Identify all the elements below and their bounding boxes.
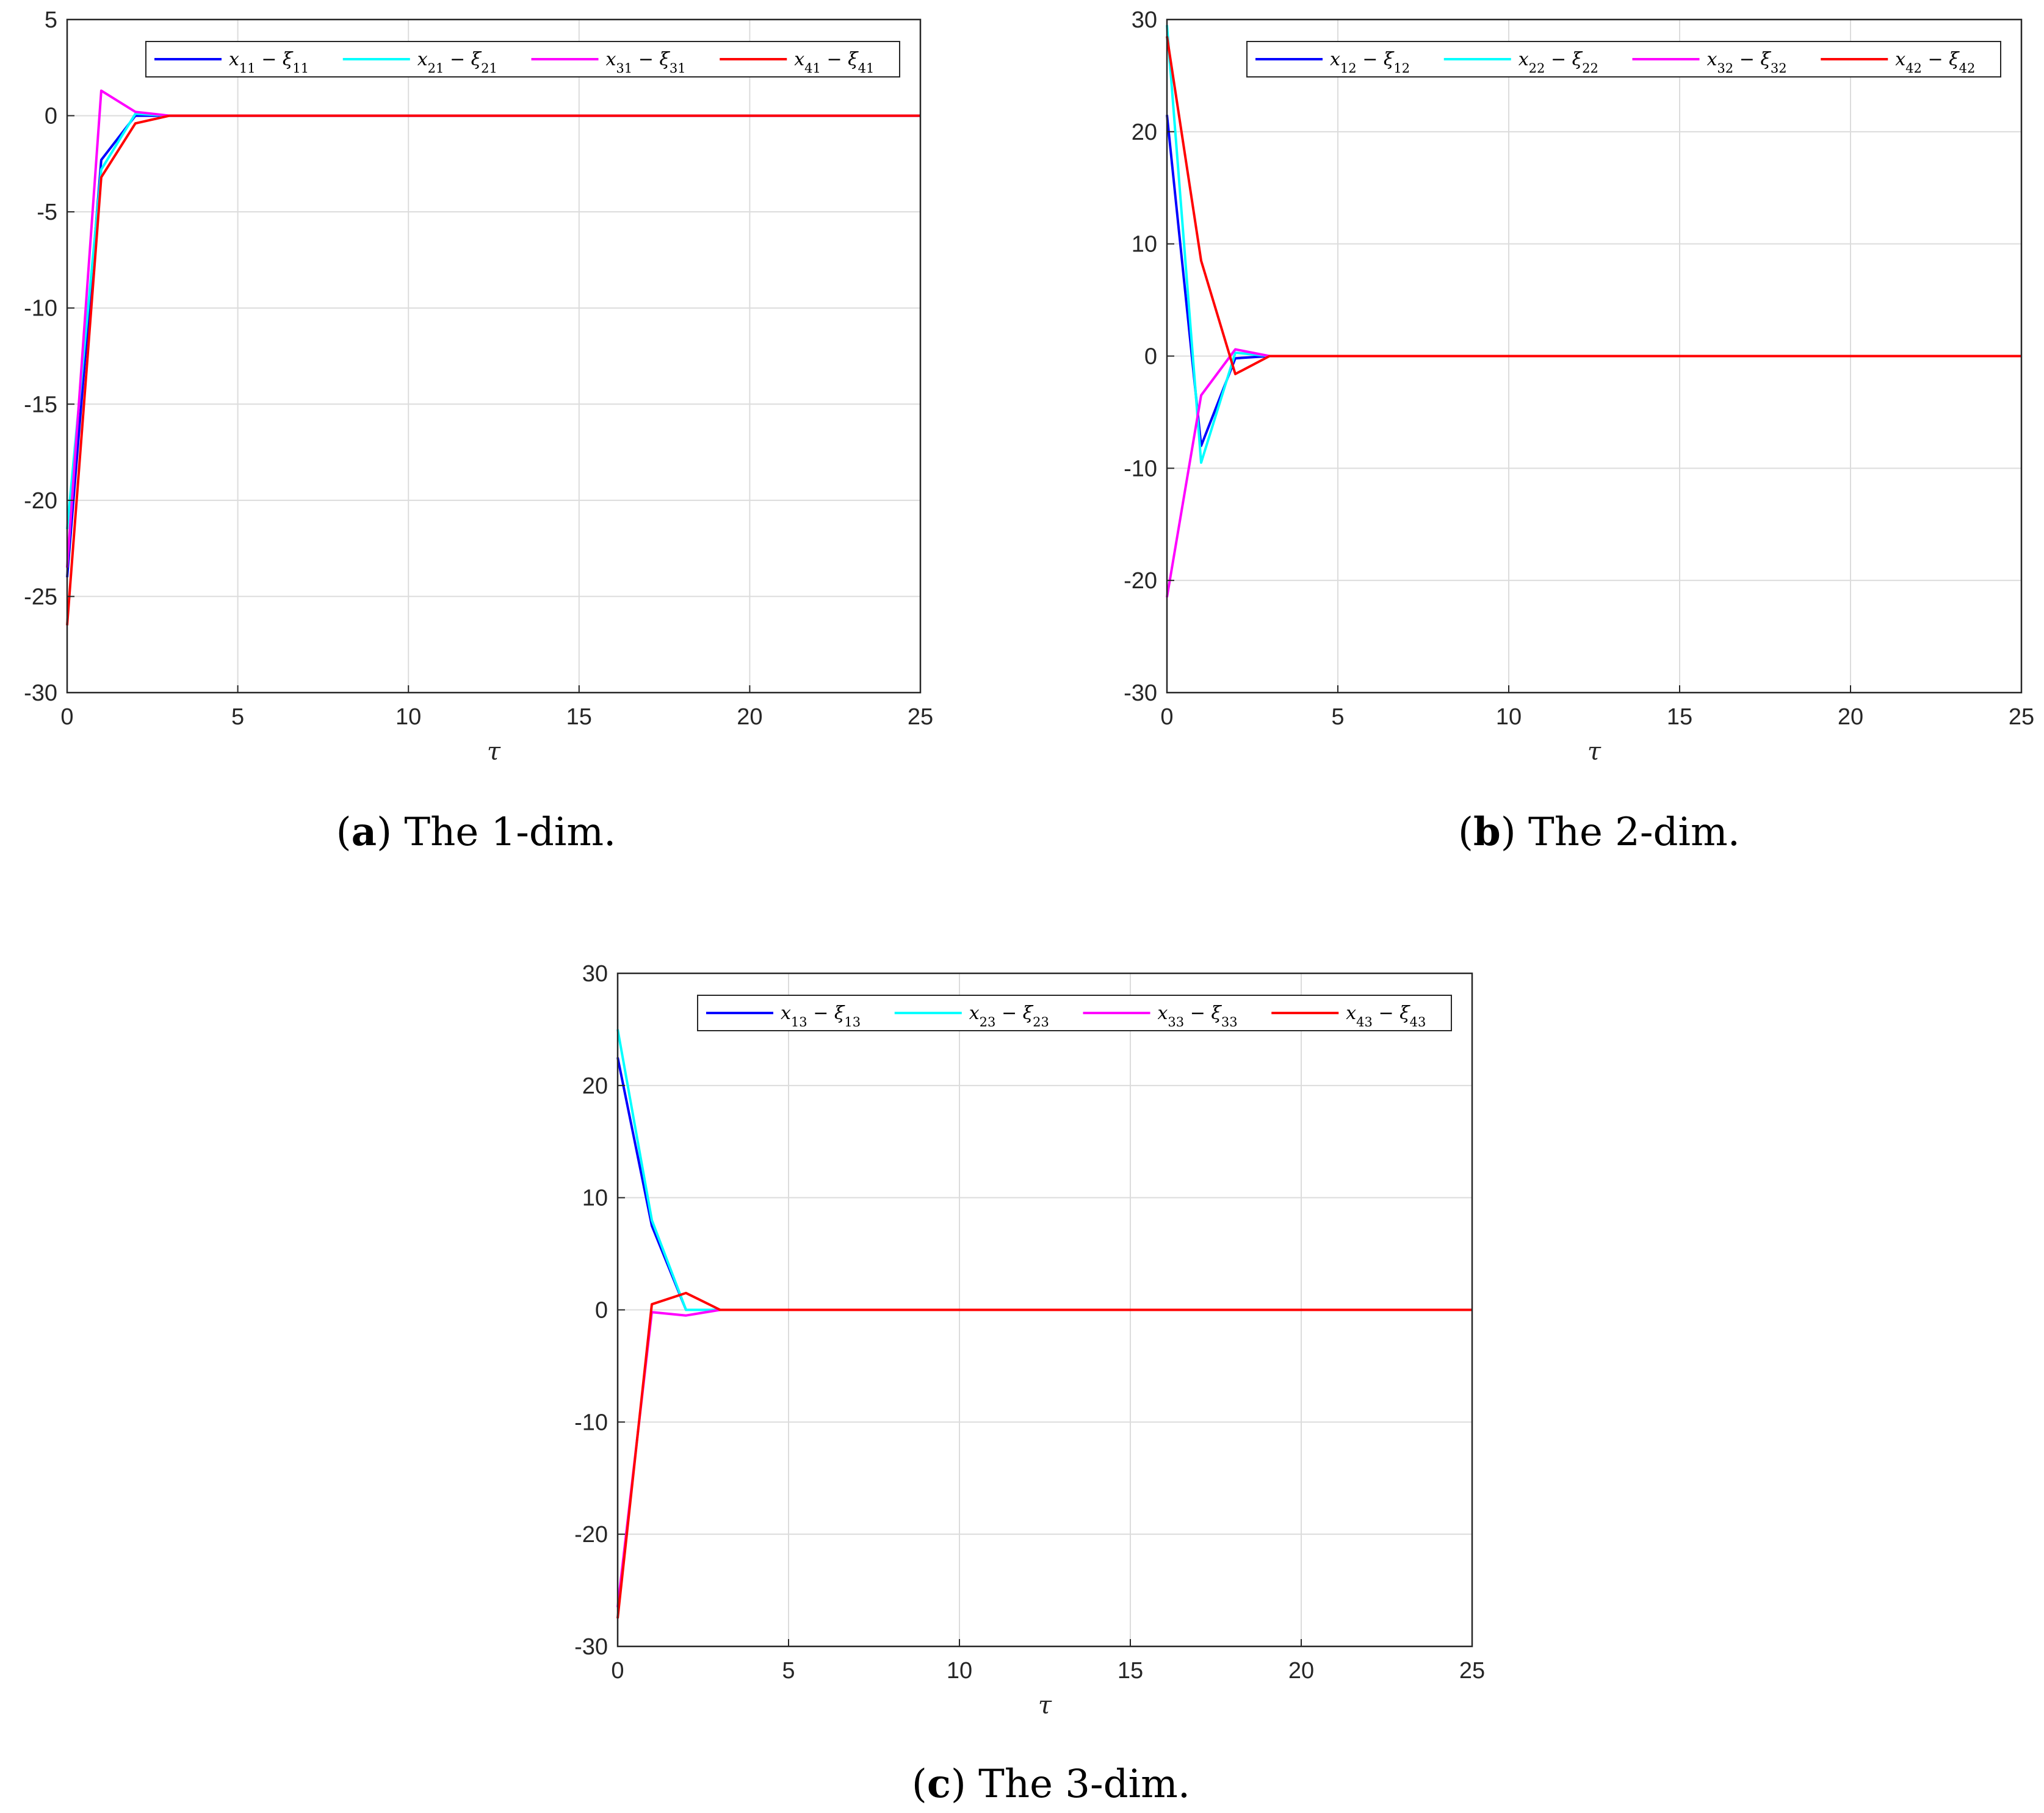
x-tick-label: 25	[1459, 1658, 1485, 1684]
x-tick-label: 15	[566, 704, 592, 730]
legend-entry: x33 − ξ33	[1158, 1003, 1238, 1029]
y-tick-label: 10	[1132, 232, 1157, 258]
y-tick-label: 5	[45, 7, 57, 33]
series-line-4	[66, 114, 920, 625]
y-tick-label: 20	[1132, 120, 1157, 145]
x-tick-label: 25	[908, 704, 933, 730]
plot-area	[67, 20, 920, 693]
y-tick-label: -20	[574, 1522, 608, 1548]
chart-c: 0 5 10 15 20 25 30 20 10 0 -10 -20 -30 τ x13 − ξ13 x23 …	[574, 961, 1485, 1807]
legend-box	[145, 41, 900, 77]
legend-entry: x31 − ξ31	[606, 49, 686, 76]
legend: x12 − ξ12 x22 − ξ22 x32 − ξ32 x42 − ξ42	[1246, 41, 2001, 77]
x-tick-label: 0	[1160, 704, 1173, 730]
legend-entry: x12 − ξ12	[1330, 49, 1410, 76]
y-tick-label: 20	[582, 1073, 608, 1099]
x-tick-label: 10	[1496, 704, 1522, 730]
y-tick-label: -15	[24, 392, 57, 417]
y-tick-label: 10	[582, 1186, 608, 1211]
y-tick-label: -10	[1124, 456, 1157, 481]
y-tick-label: -30	[24, 680, 57, 706]
legend: x13 − ξ13 x23 − ξ23 x33 − ξ33 x43 − ξ43	[697, 995, 1452, 1031]
legend-entry: x22 − ξ22	[1519, 49, 1598, 76]
series-line-4	[1166, 36, 2021, 375]
x-axis-label: τ	[1587, 738, 1602, 766]
y-tick-label: -10	[574, 1410, 608, 1435]
x-tick-label: 10	[395, 704, 421, 730]
x-tick-label: 20	[1838, 704, 1863, 730]
legend-entry: x13 − ξ13	[781, 1003, 861, 1029]
y-tick-label: 0	[595, 1298, 608, 1324]
y-tick-label: 0	[1144, 344, 1157, 370]
x-axis-label: τ	[487, 738, 501, 766]
x-tick-label: 15	[1118, 1658, 1143, 1684]
y-tick-label: 30	[1132, 7, 1157, 33]
x-tick-label: 10	[947, 1658, 972, 1684]
x-tick-label: 5	[1331, 704, 1344, 730]
legend: x11 − ξ11 x21 − ξ21 x31 − ξ31 x41 − ξ41	[145, 41, 900, 77]
y-tick-label: 0	[45, 104, 57, 129]
x-tick-label: 0	[60, 704, 73, 730]
y-tick-label: -20	[24, 488, 57, 514]
subfigure-caption: (b) The 2-dim.	[1458, 809, 1740, 855]
x-axis-label: τ	[1038, 1692, 1052, 1720]
y-tick-label: -25	[24, 584, 57, 610]
subfigure-caption: (c) The 3-dim.	[912, 1761, 1190, 1807]
x-tick-label: 25	[2009, 704, 2034, 730]
x-tick-label: 0	[611, 1658, 624, 1684]
legend-entry: x21 − ξ21	[417, 49, 497, 76]
legend-entry: x41 − ξ41	[794, 49, 874, 76]
legend-entry: x32 − ξ32	[1707, 49, 1787, 76]
x-tick-label: 5	[782, 1658, 795, 1684]
y-tick-label: -30	[574, 1634, 608, 1660]
x-tick-label: 15	[1667, 704, 1692, 730]
y-tick-label: 30	[582, 961, 608, 987]
legend-entry: x42 − ξ42	[1895, 49, 1975, 76]
x-tick-label: 20	[737, 704, 762, 730]
y-tick-label: -5	[37, 200, 57, 225]
legend-entry: x43 − ξ43	[1346, 1003, 1426, 1029]
legend-entry: x11 − ξ11	[229, 49, 309, 76]
x-tick-label: 5	[231, 704, 244, 730]
axes-frame	[66, 18, 922, 694]
chart-b: 0 5 10 15 20 25 30 20 10 0 -10 -20 -30 τ x12 − ξ12 x22 …	[1124, 7, 2034, 855]
x-tick-label: 20	[1288, 1658, 1314, 1684]
subfigure-caption: (a) The 1-dim.	[336, 809, 616, 855]
series-line-4	[616, 1291, 1472, 1619]
y-tick-label: -20	[1124, 568, 1157, 594]
y-tick-label: -10	[24, 296, 57, 322]
legend-entry: x23 − ξ23	[969, 1003, 1049, 1029]
y-tick-label: -30	[1124, 680, 1157, 706]
